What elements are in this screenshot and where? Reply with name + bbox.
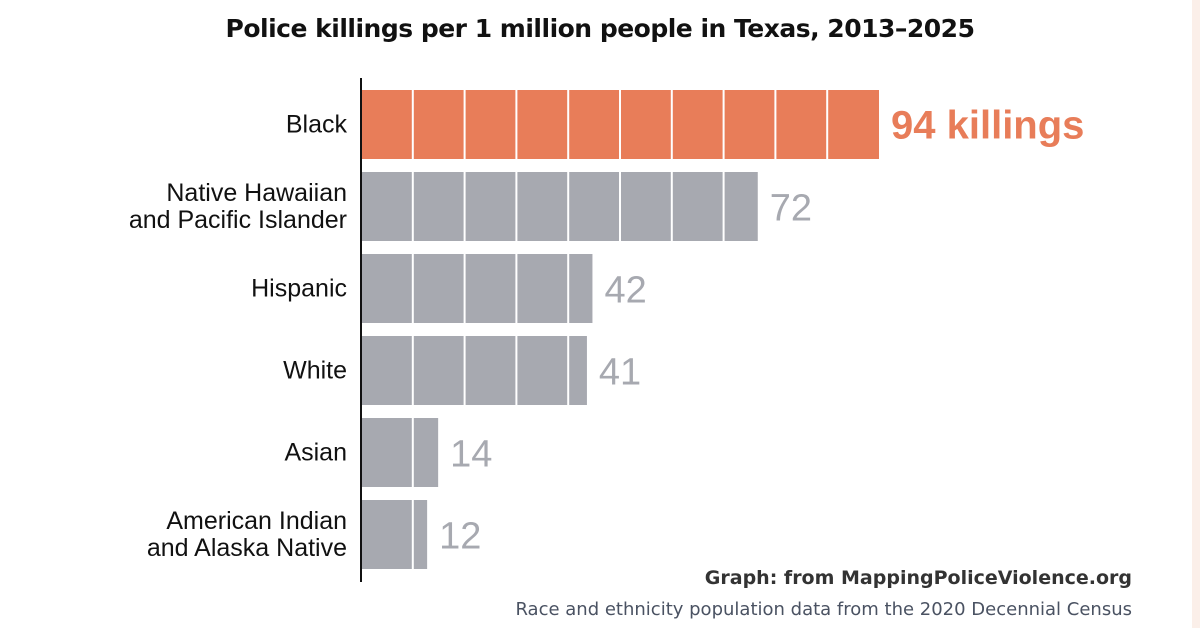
bar: [361, 254, 593, 323]
category-label: and Alaska Native: [147, 534, 347, 562]
page-edge: [1192, 0, 1200, 628]
data-label: 42: [604, 270, 646, 312]
category-label: American Indian: [166, 507, 347, 535]
bar: [361, 172, 758, 241]
data-label: 41: [599, 352, 641, 394]
category-label: Asian: [284, 439, 347, 467]
data-label: 14: [450, 434, 492, 476]
data-label: 94 killings: [891, 104, 1084, 148]
data-label: 12: [439, 516, 481, 558]
source-credit: Graph: from MappingPoliceViolence.org: [704, 567, 1132, 589]
bar: [361, 418, 439, 487]
category-label: White: [283, 357, 347, 385]
category-label: Black: [286, 111, 348, 139]
bar: [361, 336, 587, 405]
data-label: 72: [770, 188, 812, 230]
chart-title: Police killings per 1 million people in …: [225, 14, 975, 43]
census-note: Race and ethnicity population data from …: [515, 599, 1132, 620]
category-label: Native Hawaiian: [166, 179, 347, 207]
bar: [361, 500, 428, 569]
category-label: Hispanic: [251, 275, 347, 303]
category-label: and Pacific Islander: [129, 206, 347, 234]
